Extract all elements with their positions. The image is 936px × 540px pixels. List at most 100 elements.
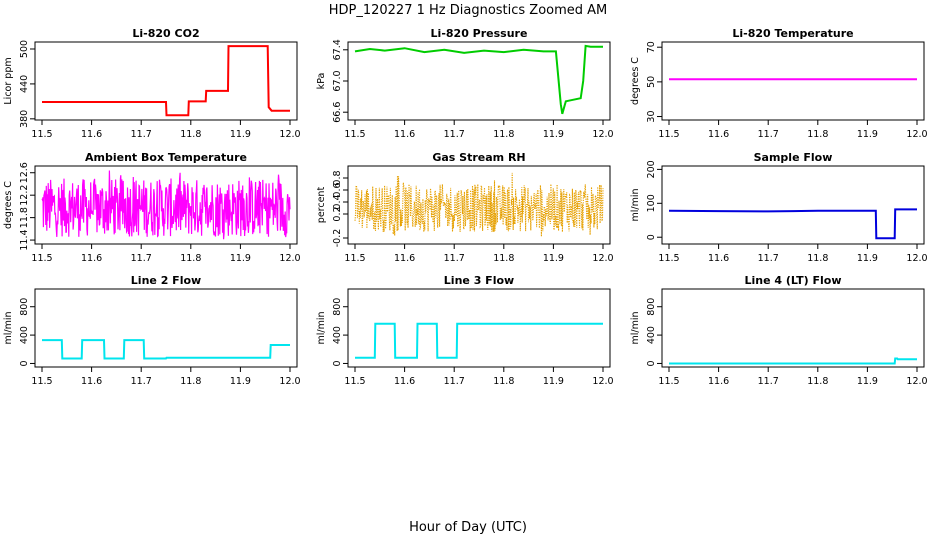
panel-ambient-box-temperature-series-line [41,170,291,240]
panel-gas-stream-rh-ytick-label: 0.8 [332,170,343,185]
panel-ambient-box-temperature-xtick-label: 11.6 [81,253,102,264]
panel-li-820-co2-xtick-label: 12.0 [279,129,300,140]
panel-li-820-temperature-plot-frame [661,41,925,121]
panel-ambient-box-temperature-ytick-label: 11.8 [19,207,30,228]
panel-ambient-box-temperature-plot-frame [34,165,298,245]
panel-li-820-pressure-series-line [354,44,603,115]
panel-li-820-co2-ytick-label: 380 [19,110,30,128]
panel-line-3-flow-xtick-label: 11.9 [543,376,564,387]
panel-sample-flow-title: Sample Flow [754,151,833,164]
panel-line-4-lt-flow-xtick-label: 11.9 [857,376,878,387]
panel-li-820-pressure-ytick-label: 66.6 [332,102,343,123]
panel-gas-stream-rh-ylabel: percent [316,187,327,224]
panel-li-820-pressure-ytick-label: 67.4 [332,39,343,60]
panel-line-3-flow-xtick-label: 11.5 [344,376,365,387]
panel-li-820-temperature: Li-820 Temperature 11.5 11.6 11.7 11.8 11.9 12… [630,27,928,140]
panel-li-820-temperature-xtick-label: 11.6 [708,129,729,140]
panel-li-820-pressure-xtick-label: 11.5 [344,129,365,140]
panel-li-820-temperature-ytick-label: 30 [646,110,657,122]
panel-line-4-lt-flow-ytick-label: 400 [646,326,657,344]
panel-gas-stream-rh-series-points [354,172,604,237]
panel-line-3-flow-xtick-label: 11.7 [444,376,465,387]
panel-line-4-lt-flow-ytick-label: 800 [646,298,657,316]
panel-gas-stream-rh-title: Gas Stream RH [432,151,525,164]
panel-li-820-co2-xtick-label: 11.5 [31,129,52,140]
panel-li-820-co2-xtick-label: 11.7 [131,129,152,140]
panel-line-4-lt-flow-title: Line 4 (LT) Flow [745,274,842,287]
panel-li-820-pressure-title: Li-820 Pressure [431,27,528,40]
panel-ambient-box-temperature-xtick-label: 11.8 [180,253,201,264]
panel-line-2-flow-xtick-label: 11.5 [31,376,52,387]
panel-line-4-lt-flow-ytick-label: 0 [646,360,657,366]
panel-ambient-box-temperature-xtick-label: 11.5 [31,253,52,264]
panel-li-820-pressure-plot-frame [347,41,611,121]
panel-line-3-flow-ytick-label: 400 [332,326,343,344]
panel-li-820-temperature-ylabel: degrees C [630,57,641,105]
panel-line-4-lt-flow-xtick-label: 11.8 [807,376,828,387]
panel-li-820-co2-title: Li-820 CO2 [132,27,199,40]
panel-line-2-flow-series-line [42,339,290,360]
panel-li-820-pressure-xtick-label: 11.8 [493,129,514,140]
panel-gas-stream-rh-xtick-label: 12.0 [592,253,613,264]
panel-grid: Li-820 CO2 11.5 11.6 11.7 11.8 11.9 12.0 380 440… [3,27,928,387]
panel-ambient-box-temperature-xtick-label: 11.9 [230,253,251,264]
panel-ambient-box-temperature-xtick-label: 12.0 [279,253,300,264]
panel-li-820-co2-ylabel: Licor ppm [3,57,14,104]
panel-sample-flow-ytick-label: 100 [646,194,657,212]
panel-line-2-flow-xtick-label: 11.6 [81,376,102,387]
panel-line-4-lt-flow-ylabel: ml/min [630,311,641,344]
panel-line-3-flow: Line 3 Flow 11.5 11.6 11.7 11.8 11.9 12.0 0 400 8… [316,274,614,387]
panel-line-3-flow-plot-frame [347,288,611,368]
panel-li-820-temperature-ytick-label: 50 [646,76,657,88]
panel-gas-stream-rh-ytick-label: 0.4 [332,194,343,209]
panel-li-820-pressure-xtick-label: 12.0 [592,129,613,140]
panel-gas-stream-rh-ytick-label: -0.2 [332,229,343,248]
panel-ambient-box-temperature-ytick-label: 12.2 [19,185,30,206]
panel-li-820-temperature-title: Li-820 Temperature [732,27,853,40]
panel-li-820-temperature-xtick-label: 11.9 [857,129,878,140]
panel-li-820-pressure: Li-820 Pressure 11.5 11.6 11.7 11.8 11.9 12.0 6… [316,27,614,140]
panel-sample-flow-xtick-label: 11.7 [758,253,779,264]
panel-line-4-lt-flow-xtick-label: 11.5 [658,376,679,387]
panel-line-2-flow-ytick-label: 0 [19,360,30,366]
panel-line-2-flow-ytick-label: 400 [19,326,30,344]
panel-line-4-lt-flow-xtick-label: 11.6 [708,376,729,387]
panel-line-3-flow-ytick-label: 800 [332,298,343,316]
panel-sample-flow-series-line [668,208,917,240]
panel-li-820-temperature-xtick-label: 11.5 [658,129,679,140]
panel-line-2-flow-xtick-label: 12.0 [279,376,300,387]
panel-line-4-lt-flow-xtick-label: 12.0 [906,376,927,387]
panel-li-820-pressure-xtick-label: 11.6 [394,129,415,140]
panel-sample-flow-xtick-label: 11.8 [807,253,828,264]
panel-line-4-lt-flow: Line 4 (LT) Flow 11.5 11.6 11.7 11.8 11.9 12.0… [630,274,928,387]
panel-sample-flow-xtick-label: 11.5 [658,253,679,264]
panel-gas-stream-rh-xtick-label: 11.9 [543,253,564,264]
panel-sample-flow-ytick-label: 0 [646,234,657,240]
panel-ambient-box-temperature-ytick-label: 12.6 [19,162,30,183]
panel-gas-stream-rh-xtick-label: 11.7 [444,253,465,264]
panel-li-820-co2: Li-820 CO2 11.5 11.6 11.7 11.8 11.9 12.0 380 440… [3,27,301,140]
panel-li-820-co2-xtick-label: 11.8 [180,129,201,140]
panel-line-2-flow-xtick-label: 11.9 [230,376,251,387]
panel-li-820-pressure-xtick-label: 11.7 [444,129,465,140]
panel-li-820-pressure-ylabel: kPa [316,73,327,90]
panel-li-820-co2-ytick-label: 500 [19,40,30,58]
panel-sample-flow-xtick-label: 11.9 [857,253,878,264]
panel-line-2-flow-xtick-label: 11.7 [131,376,152,387]
panel-ambient-box-temperature-ylabel: degrees C [3,181,14,229]
panel-ambient-box-temperature-xtick-label: 11.7 [131,253,152,264]
panel-gas-stream-rh: Gas Stream RH 11.5 11.6 11.7 11.8 11.9 12.0 -0.… [316,151,614,264]
panel-li-820-temperature-xtick-label: 11.7 [758,129,779,140]
panel-line-4-lt-flow-xtick-label: 11.7 [758,376,779,387]
panel-ambient-box-temperature-ytick-label: 11.4 [19,229,30,250]
panel-line-3-flow-xtick-label: 11.6 [394,376,415,387]
panel-line-2-flow-ylabel: ml/min [3,311,14,344]
panel-sample-flow-plot-frame [661,165,925,245]
panel-line-2-flow-title: Line 2 Flow [131,274,201,287]
panel-li-820-pressure-xtick-label: 11.9 [543,129,564,140]
panel-gas-stream-rh-plot-frame [347,165,611,245]
panel-line-3-flow-title: Line 3 Flow [444,274,514,287]
panel-li-820-co2-plot-frame [34,41,298,121]
